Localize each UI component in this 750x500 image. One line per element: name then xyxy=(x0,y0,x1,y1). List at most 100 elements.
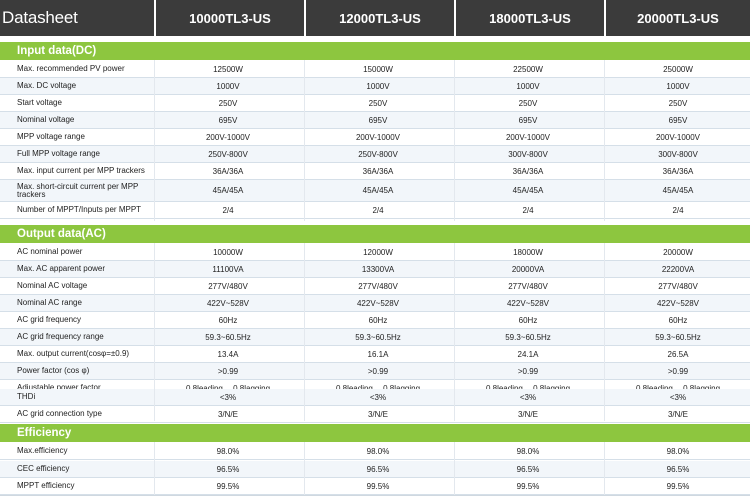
spec-value: 15000W xyxy=(363,64,393,74)
spec-value: 422V~528V xyxy=(356,298,400,308)
spec-value: 695V xyxy=(218,115,238,125)
spec-value: 0.8leading …0.8lagging xyxy=(485,383,571,393)
spec-label: CEC efficiency xyxy=(17,464,70,473)
spec-value: 96.5% xyxy=(366,464,390,474)
spec-value: 98.0% xyxy=(516,446,540,456)
spec-value: 3/N/E xyxy=(667,409,688,419)
spec-value: 45A/45A xyxy=(362,186,394,195)
spec-value: <3% xyxy=(519,392,537,402)
table-row: THDi <3% <3% <3% <3% xyxy=(0,389,750,406)
spec-value: 277V/480V xyxy=(358,281,398,291)
spec-value: 2/4 xyxy=(372,205,384,215)
spec-value: 24.1A xyxy=(517,349,539,359)
spec-label: Max. recommended PV power xyxy=(17,64,125,73)
spec-value: 1000V xyxy=(516,81,540,91)
spec-label: MPP voltage range xyxy=(17,132,85,141)
spec-label: Max.efficiency xyxy=(17,446,68,455)
spec-value: 59.3~60.5Hz xyxy=(205,332,251,342)
spec-value: 3/N/E xyxy=(217,409,238,419)
spec-value: <3% xyxy=(219,392,237,402)
spec-value: 11100VA xyxy=(212,264,244,274)
spec-value: 277V/480V xyxy=(508,281,548,291)
table-row: Start voltage 250V 250V 250V 250V xyxy=(0,95,750,112)
spec-value: 18000W xyxy=(513,247,543,257)
table-row: Nominal AC voltage 277V/480V 277V/480V 277V… xyxy=(0,278,750,295)
spec-value: 2/4 xyxy=(672,205,684,215)
spec-label: THDi xyxy=(17,392,36,401)
spec-value: 36A/36A xyxy=(662,166,694,176)
spec-value: 200V-1000V xyxy=(655,132,701,142)
table-row: Max.efficiency 98.0% 98.0% 98.0% 98.0% xyxy=(0,443,750,460)
table-row: Max. recommended PV power 12500W 15000W 225… xyxy=(0,61,750,78)
spec-value: 1000V xyxy=(216,81,240,91)
spec-value: 695V xyxy=(368,115,388,125)
spec-value: >0.99 xyxy=(217,366,239,376)
spec-value: 20000W xyxy=(663,247,693,257)
spec-label: Full MPP voltage range xyxy=(17,149,101,158)
table-row: Nominal voltage 695V 695V 695V 695V xyxy=(0,112,750,129)
spec-value: 96.5% xyxy=(666,464,690,474)
spec-label: Max. DC voltage xyxy=(17,81,77,90)
spec-value: 99.5% xyxy=(516,481,540,491)
spec-value: 10000W xyxy=(213,247,243,257)
table-row: Max. AC apparent power 11100VA 13300VA 2000… xyxy=(0,261,750,278)
spec-label: Max. short-circuit current per MPP track… xyxy=(17,181,139,199)
spec-value: 250V-800V xyxy=(358,149,398,159)
spec-value: 2/4 xyxy=(522,205,534,215)
spec-value: 25000W xyxy=(663,64,693,74)
spec-value: 1000V xyxy=(366,81,390,91)
table-row: MPPT efficiency 99.5% 99.5% 99.5% 99.5% xyxy=(0,478,750,495)
spec-value: <3% xyxy=(669,392,687,402)
column-divider xyxy=(604,243,605,421)
spec-value: 12000W xyxy=(363,247,393,257)
spec-value: 13300VA xyxy=(361,264,395,274)
spec-value: 0.8leading …0.8lagging xyxy=(635,383,721,393)
spec-value: 36A/36A xyxy=(362,166,394,176)
spec-value: 422V~528V xyxy=(656,298,700,308)
spec-value: 98.0% xyxy=(666,446,690,456)
column-divider xyxy=(304,442,305,495)
spec-value: >0.99 xyxy=(667,366,689,376)
spec-value: 422V~528V xyxy=(506,298,550,308)
column-divider xyxy=(154,442,155,495)
model-header-10000tl3: 10000TL3-US xyxy=(156,0,304,36)
spec-value: 0.8leading …0.8lagging xyxy=(185,383,271,393)
spec-value: 300V-800V xyxy=(508,149,548,159)
spec-value: 45A/45A xyxy=(212,186,244,195)
spec-value: >0.99 xyxy=(517,366,539,376)
spec-value: 45A/45A xyxy=(662,186,694,195)
datasheet-title: Datasheet xyxy=(0,0,154,36)
spec-value: 99.5% xyxy=(216,481,240,491)
spec-value: 200V-1000V xyxy=(205,132,251,142)
spec-value: 0.8leading …0.8lagging xyxy=(335,383,421,393)
column-divider xyxy=(604,60,605,221)
spec-value: 1000V xyxy=(666,81,690,91)
column-divider xyxy=(454,60,455,221)
table-row: Max. input current per MPP trackers 36A/3… xyxy=(0,163,750,180)
spec-label: Adjustable power factor xyxy=(17,383,101,392)
spec-value: 250V-800V xyxy=(208,149,248,159)
spec-value: 60Hz xyxy=(218,315,238,325)
section-header-0: Input data(DC) xyxy=(0,42,750,60)
spec-value: 22200VA xyxy=(661,264,695,274)
spec-value: 45A/45A xyxy=(512,186,544,195)
table-row: AC grid connection type 3/N/E 3/N/E 3/N/E 3/… xyxy=(0,406,750,423)
column-divider xyxy=(154,243,155,421)
spec-value: 2/4 xyxy=(222,205,234,215)
spec-value: 422V~528V xyxy=(206,298,250,308)
spec-value: 96.5% xyxy=(516,464,540,474)
spec-value: 59.3~60.5Hz xyxy=(655,332,701,342)
spec-value: 200V-1000V xyxy=(505,132,551,142)
table-row: Full MPP voltage range 250V-800V 250V-800V… xyxy=(0,146,750,163)
spec-label: AC grid frequency xyxy=(17,315,82,324)
spec-value: 59.3~60.5Hz xyxy=(505,332,551,342)
spec-label: Nominal AC voltage xyxy=(17,281,88,290)
column-divider xyxy=(604,442,605,495)
column-divider xyxy=(304,60,305,221)
table-row: Max. short-circuit current per MPP track… xyxy=(0,180,750,202)
spec-label: Nominal AC range xyxy=(17,298,82,307)
section-header-1: Output data(AC) xyxy=(0,225,750,243)
spec-value: 36A/36A xyxy=(212,166,244,176)
table-row: AC grid frequency range 59.3~60.5Hz 59.3~6… xyxy=(0,329,750,346)
spec-value: 60Hz xyxy=(518,315,538,325)
